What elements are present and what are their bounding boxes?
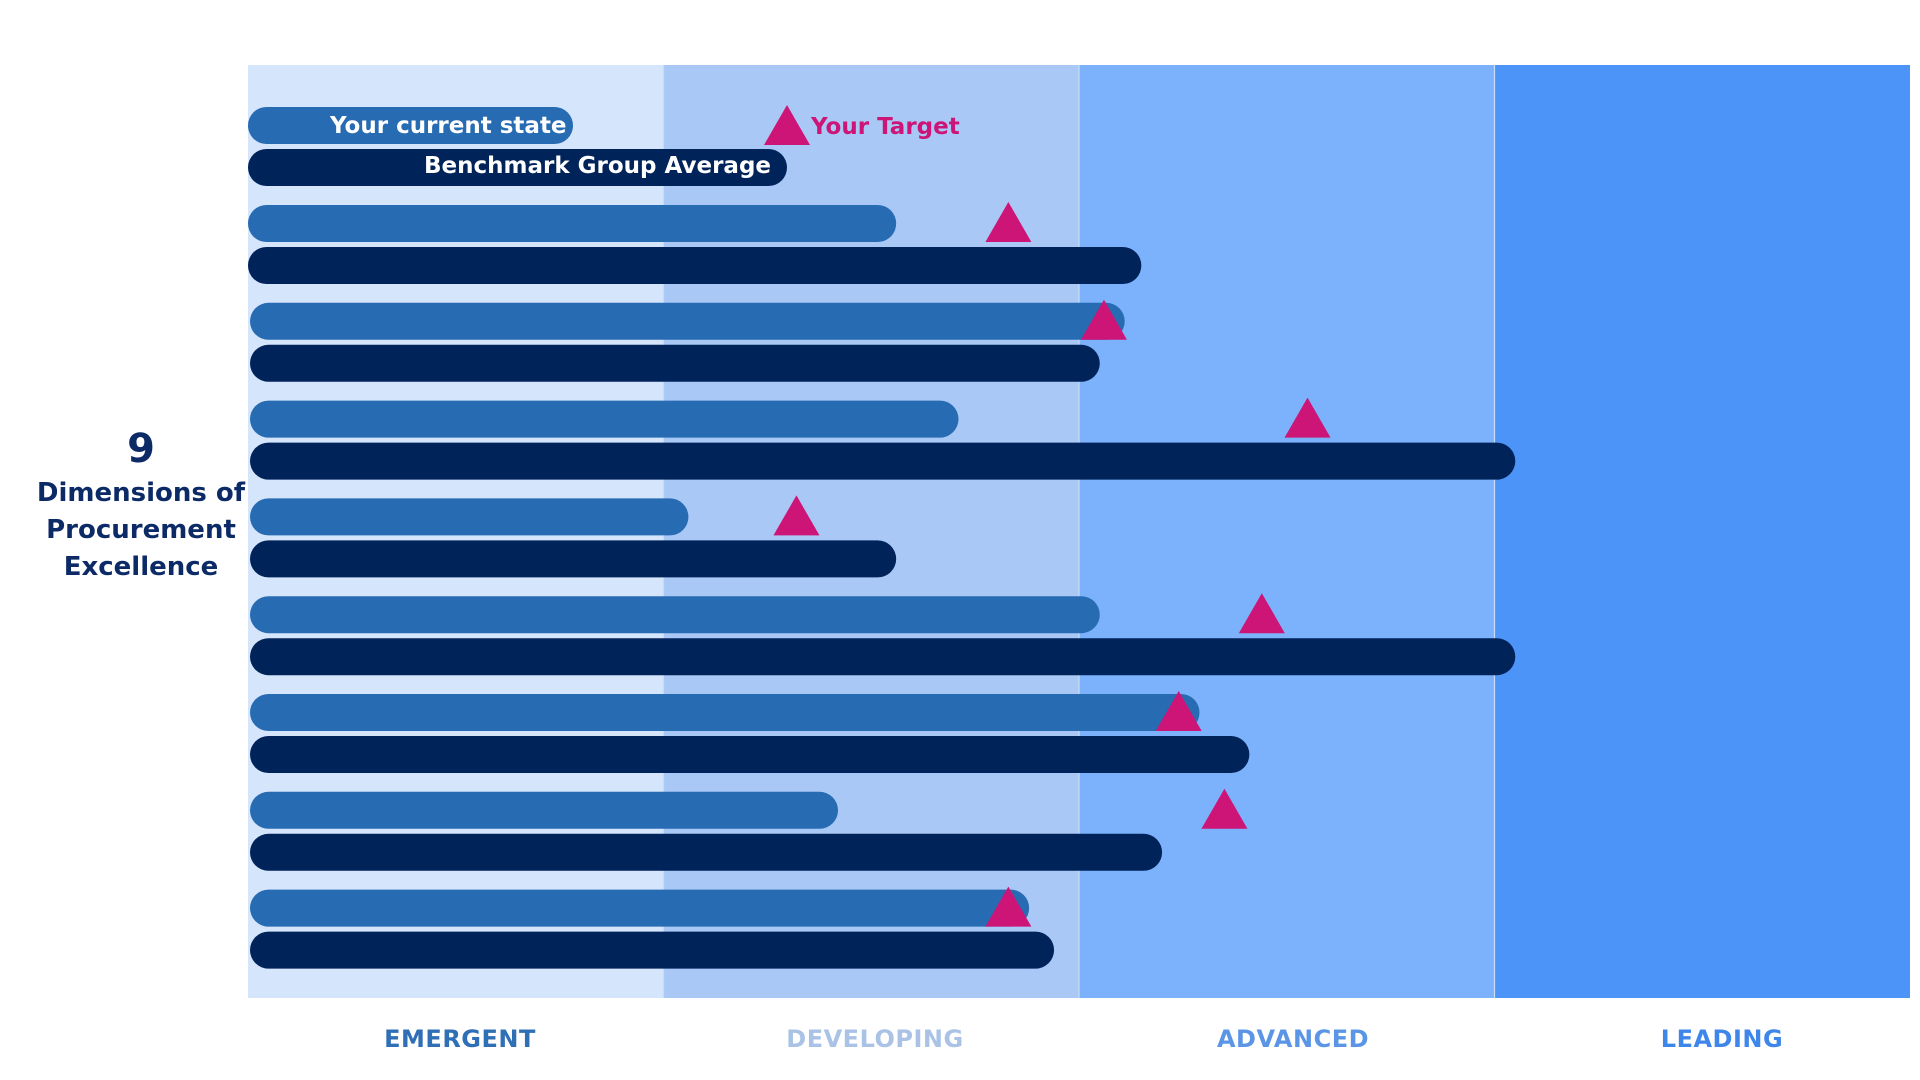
legend-current-label: Your current state: [330, 113, 567, 139]
legend-benchmark-label: Benchmark Group Average: [424, 153, 772, 179]
current-state-bar: [250, 694, 1200, 731]
target-marker: [985, 886, 1032, 927]
current-state-bar: [250, 596, 1100, 634]
benchmark-bar: [250, 540, 897, 578]
target-marker: [985, 202, 1032, 242]
dimensions-text-line-1: Dimensions of: [36, 478, 246, 508]
benchmark-bar: [250, 638, 1516, 676]
dimensions-count: 9: [127, 426, 155, 472]
current-state-bar: [250, 889, 1030, 927]
current-state-bar: [248, 205, 897, 242]
stage-label-developing: DEVELOPING: [786, 1025, 964, 1053]
target-marker: [773, 495, 820, 536]
benchmark-bar: [248, 247, 1142, 284]
target-marker: [1080, 299, 1127, 340]
benchmark-bar: [250, 442, 1516, 480]
stage-label-advanced: ADVANCED: [1216, 1025, 1370, 1053]
target-marker: [1238, 593, 1285, 634]
target-marker: [1155, 691, 1202, 731]
stage-label-emergent: EMERGENT: [384, 1025, 536, 1053]
dimensions-label: 9 Dimensions of Procurement Excellence: [36, 425, 246, 586]
current-state-bar: [250, 302, 1125, 340]
dimensions-text-line-3: Excellence: [63, 552, 219, 582]
stage-band-leading: [1494, 65, 1910, 998]
benchmark-bar: [250, 833, 1163, 871]
current-state-bar: [250, 400, 959, 438]
legend-current-swatch: [248, 107, 573, 144]
benchmark-bar: [250, 736, 1250, 773]
benchmark-bar: [250, 344, 1100, 382]
benchmark-bar: [250, 931, 1055, 969]
legend-target-marker: [764, 105, 810, 145]
stage-label-leading: LEADING: [1660, 1025, 1784, 1053]
target-marker: [1201, 788, 1248, 829]
current-state-bar: [250, 498, 689, 536]
target-marker: [1284, 397, 1331, 438]
dimensions-text-line-2: Procurement: [46, 515, 236, 545]
legend-benchmark-swatch: [248, 149, 787, 186]
current-state-bar: [250, 791, 839, 829]
legend-target-label: Your Target: [811, 114, 960, 140]
